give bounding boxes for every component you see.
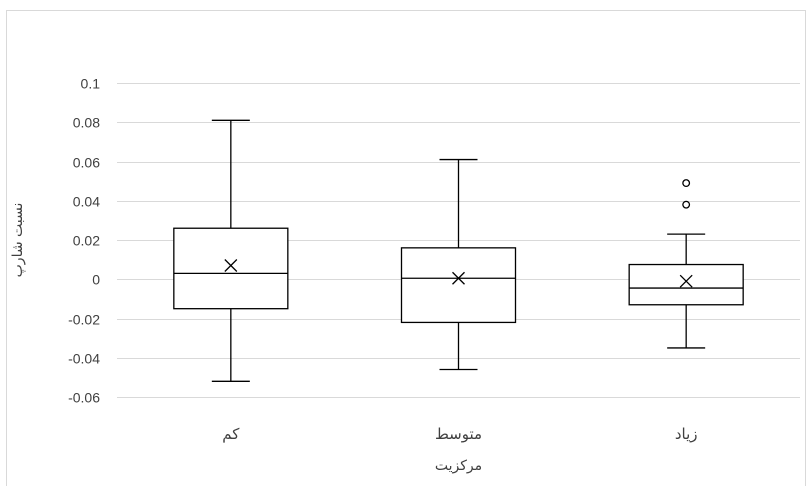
x-category-label: متوسط bbox=[435, 425, 482, 443]
x-axis-category-labels: کم متوسط زیاد bbox=[222, 425, 697, 443]
outlier-point bbox=[682, 200, 691, 209]
y-tick-label: -0.02 bbox=[68, 312, 100, 328]
outlier-point bbox=[682, 179, 691, 188]
y-tick-label: -0.06 bbox=[68, 390, 100, 406]
box-2 bbox=[400, 158, 517, 371]
x-category-label: زیاد bbox=[675, 425, 698, 443]
y-tick-label: 0.04 bbox=[73, 194, 100, 210]
x-axis-title: مرکزیت bbox=[435, 458, 482, 474]
y-axis-title: نسبت شارپ bbox=[10, 203, 26, 278]
mean-marker bbox=[679, 274, 693, 288]
box-iqr bbox=[173, 227, 289, 310]
x-category-label: کم bbox=[222, 425, 240, 443]
y-tick-label: 0.08 bbox=[73, 115, 100, 131]
y-tick-label: 0.06 bbox=[73, 155, 100, 171]
y-axis-tick-labels: -0.06 -0.04 -0.02 0 0.02 0.04 0.06 0.08 0.1 bbox=[68, 76, 100, 406]
y-tick-label: 0.1 bbox=[81, 76, 101, 92]
box-3 bbox=[628, 179, 744, 349]
y-tick-label: 0 bbox=[92, 272, 100, 288]
y-tick-label: 0.02 bbox=[73, 233, 100, 249]
box-iqr bbox=[628, 263, 744, 306]
mean-marker bbox=[224, 259, 238, 272]
box-iqr bbox=[400, 247, 517, 324]
boxes bbox=[173, 119, 744, 382]
y-tick-label: -0.04 bbox=[68, 351, 100, 367]
box-1 bbox=[173, 119, 289, 382]
mean-marker bbox=[452, 271, 465, 285]
